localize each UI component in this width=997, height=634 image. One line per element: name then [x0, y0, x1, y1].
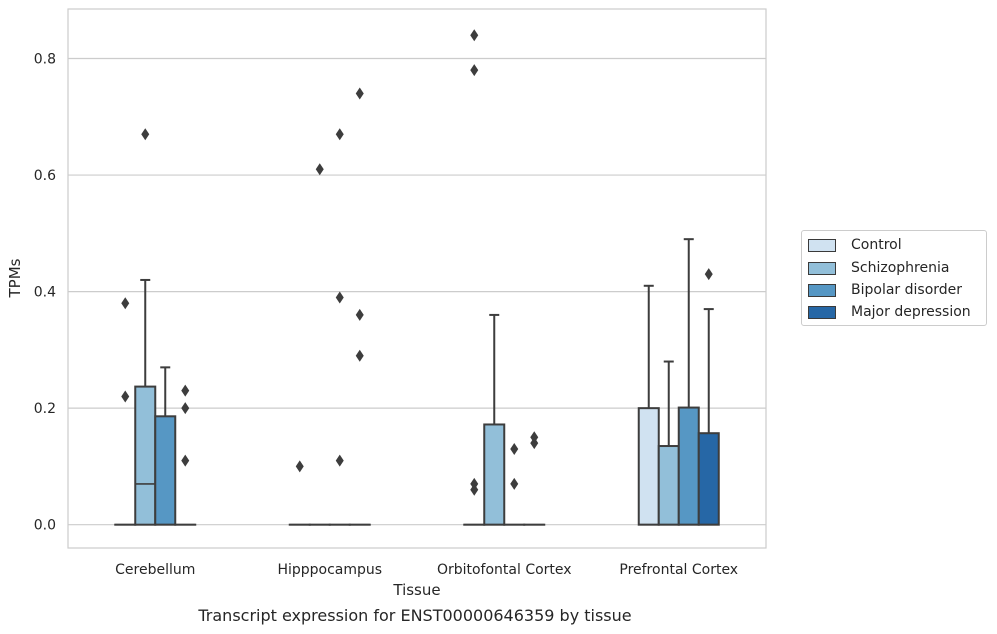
box-group	[348, 87, 371, 526]
box-group	[677, 238, 700, 526]
outlier-point	[355, 308, 364, 321]
legend-item-major-depression: Major depression	[808, 302, 971, 322]
box-group	[134, 128, 157, 526]
box-group	[657, 360, 680, 526]
box-group	[637, 284, 660, 526]
legend-item-schizophrenia: Schizophrenia	[808, 258, 949, 278]
legend-swatch-bipolar-disorder	[808, 283, 836, 297]
outlier-point	[181, 384, 190, 397]
box-iqr	[697, 432, 720, 526]
box-group	[503, 442, 526, 526]
legend-swatch-control	[808, 238, 836, 252]
outlier-point	[141, 128, 150, 141]
y-tick-label: 0.2	[34, 401, 56, 417]
outlier-point	[181, 402, 190, 415]
y-axis-ticks: 0.0 0.2 0.4 0.6 0.8	[34, 52, 56, 534]
box-iqr	[637, 407, 660, 526]
legend-label-major-depression: Major depression	[851, 304, 971, 320]
box-group	[523, 431, 546, 526]
outlier-point	[470, 29, 479, 42]
y-tick-label: 0.0	[34, 518, 56, 534]
box-group	[328, 128, 351, 526]
box-group	[697, 268, 720, 526]
legend-label-control: Control	[851, 237, 902, 253]
legend-swatch-schizophrenia	[808, 261, 836, 275]
box-iqr	[154, 415, 177, 526]
x-tick-label: Prefrontal Cortex	[619, 562, 738, 578]
chart-caption: Transcript expression for ENST0000064635…	[198, 606, 632, 625]
x-tick-label: Hipppocampus	[277, 562, 382, 578]
box-iqr	[134, 385, 157, 526]
outlier-point	[510, 442, 519, 455]
outlier-point	[530, 431, 539, 444]
outlier-point	[181, 454, 190, 467]
box-group	[483, 313, 506, 526]
x-axis-label: Tissue	[392, 581, 440, 599]
box-group	[308, 163, 331, 526]
x-tick-label: Orbitofontal Cortex	[437, 562, 572, 578]
outlier-point	[470, 477, 479, 490]
box-series	[114, 29, 720, 526]
box-group	[154, 366, 177, 526]
y-tick-label: 0.6	[34, 168, 56, 184]
outlier-point	[355, 87, 364, 100]
outlier-point	[355, 349, 364, 362]
legend-label-schizophrenia: Schizophrenia	[851, 260, 950, 276]
y-tick-label: 0.4	[34, 285, 56, 301]
box-group	[463, 29, 486, 526]
outlier-point	[335, 454, 344, 467]
x-axis-ticks: Cerebellum Hipppocampus Orbitofontal Corte…	[115, 562, 738, 578]
box-iqr	[483, 423, 506, 526]
outlier-point	[121, 390, 130, 403]
box-group	[288, 460, 311, 526]
legend-item-control: Control	[808, 235, 902, 255]
plot-frame	[67, 8, 767, 549]
outlier-point	[295, 460, 304, 473]
outlier-point	[335, 128, 344, 141]
y-tick-label: 0.8	[34, 52, 56, 68]
outlier-point	[315, 163, 324, 176]
outlier-point	[121, 297, 130, 310]
x-tick-label: Cerebellum	[115, 562, 195, 578]
box-group	[174, 384, 197, 526]
box-iqr	[657, 445, 680, 526]
outlier-point	[470, 64, 479, 77]
outlier-point	[510, 477, 519, 490]
outlier-point	[704, 268, 713, 281]
legend: Control Schizophrenia Bipolar disorder M…	[801, 230, 987, 326]
legend-swatch-major-depression	[808, 305, 836, 319]
legend-label-bipolar-disorder: Bipolar disorder	[851, 282, 963, 298]
box-iqr	[677, 406, 700, 526]
box-group	[114, 297, 137, 526]
y-axis-label: TPMs	[6, 258, 24, 298]
outlier-point	[335, 291, 344, 304]
legend-item-bipolar-disorder: Bipolar disorder	[808, 280, 962, 300]
